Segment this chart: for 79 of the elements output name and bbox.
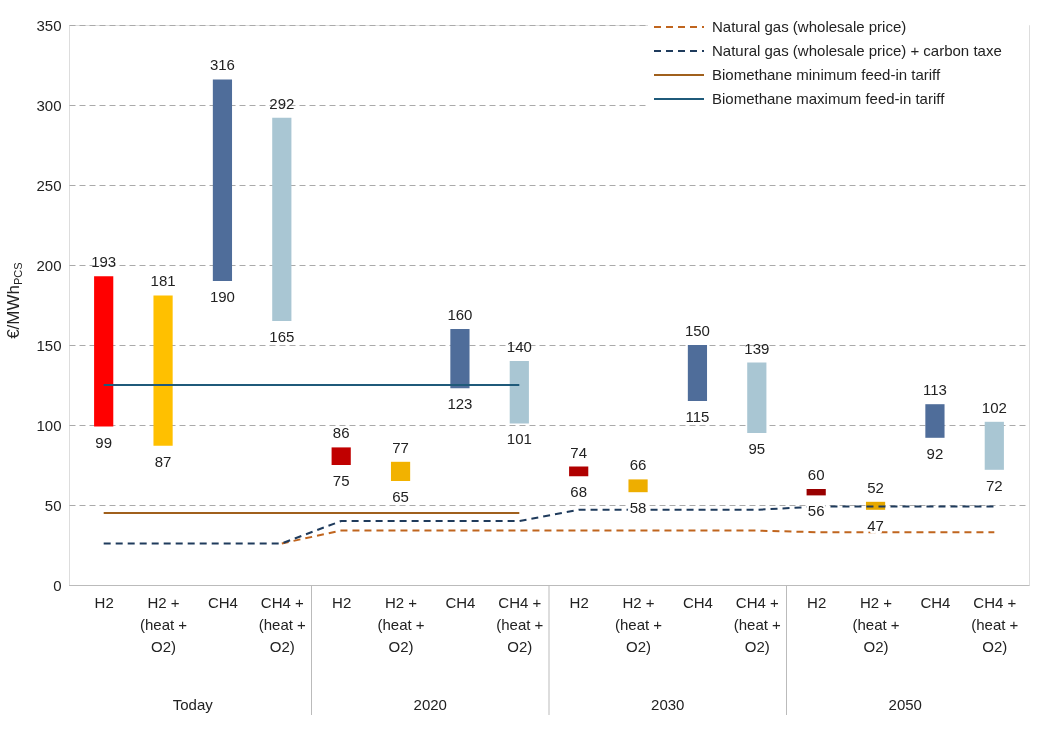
- y-tick-label: 350: [36, 16, 62, 34]
- x-tick-label: CH4 + (heat + O2): [496, 593, 544, 655]
- y-tick-label: 50: [44, 496, 62, 514]
- data-label: 139: [744, 339, 770, 357]
- x-tick-label: CH4: [682, 593, 713, 611]
- text: 2030: [651, 696, 685, 713]
- text: 2050: [888, 696, 922, 713]
- bar: [747, 362, 767, 433]
- y-tick-label: 150: [36, 336, 62, 354]
- data-label: 316: [209, 56, 235, 74]
- y-tick-label: 0: [53, 576, 62, 594]
- annotation: 75: [332, 472, 350, 489]
- annotation: 87: [154, 452, 172, 470]
- bar: [509, 361, 529, 424]
- annotation: 92: [926, 444, 944, 462]
- annotation: 65: [392, 488, 409, 505]
- x-tick-label: CH4: [445, 593, 476, 611]
- bar: [569, 466, 589, 477]
- x-tick-label: H2 + (heat + O2): [852, 593, 900, 655]
- data-label: 74: [570, 443, 588, 461]
- legend-label: Biomethane minimum feed-in tariff: [712, 66, 941, 83]
- data-label: 193: [91, 253, 117, 271]
- data-label: 113: [922, 381, 947, 399]
- bar: [687, 345, 708, 401]
- bar: [390, 461, 411, 481]
- bar: [450, 329, 470, 389]
- x-tick-label: H2: [332, 593, 352, 611]
- text: 2020: [413, 696, 447, 713]
- x-tick-label: CH4: [207, 593, 238, 611]
- bar: [272, 117, 292, 321]
- bar: [331, 447, 351, 465]
- bar: [984, 421, 1004, 470]
- data-label: 140: [506, 338, 532, 355]
- annotation: 99: [95, 433, 113, 451]
- annotation: 72: [985, 476, 1003, 494]
- data-label: 52: [867, 478, 884, 496]
- x-tick-label: CH4 + (heat + O2): [733, 593, 782, 655]
- annotation: 123: [447, 395, 473, 413]
- data-label: 60: [807, 466, 825, 483]
- annotation: 190: [209, 288, 235, 305]
- y-tick-label: 300: [36, 96, 62, 114]
- x-tick-label: H2: [94, 593, 114, 611]
- x-tick-label: CH4 + (heat + O2): [971, 593, 1019, 655]
- annotation: 95: [748, 440, 766, 457]
- x-tick-label: H2: [569, 593, 589, 611]
- annotation: 47: [867, 516, 884, 534]
- bar: [153, 295, 173, 446]
- x-tick-label: H2: [807, 593, 827, 611]
- annotation: 68: [570, 483, 588, 501]
- line-series: [102, 505, 996, 545]
- data-label: 292: [269, 94, 295, 112]
- data-label: 66: [629, 456, 647, 474]
- x-tick-label: CH4: [920, 593, 951, 611]
- annotation: 101: [506, 430, 532, 448]
- text: Today: [172, 696, 214, 713]
- y-axis-title: €/MWhPCS: [4, 262, 24, 339]
- data-label: 102: [981, 398, 1007, 416]
- data-label: 150: [684, 322, 710, 339]
- bar: [212, 79, 233, 281]
- bar: [94, 276, 114, 427]
- legend-label: Natural gas (wholesale price): [712, 18, 907, 35]
- y-tick-label: 200: [36, 256, 62, 274]
- data-label: 160: [447, 306, 473, 323]
- bar: [628, 479, 648, 493]
- y-tick-label: 250: [36, 176, 62, 194]
- bar: [806, 489, 826, 496]
- x-tick-label: H2 + (heat + O2): [140, 593, 188, 655]
- legend-label: Natural gas (wholesale price) + carbon taxe: [712, 42, 1002, 59]
- x-tick-label: H2 + (heat + O2): [377, 593, 425, 655]
- data-label: 77: [392, 438, 409, 456]
- bar: [925, 404, 945, 438]
- y-tick-label: 100: [36, 416, 62, 434]
- annotation: 115: [685, 408, 710, 425]
- x-tick-label: H2 + (heat + O2): [615, 593, 663, 655]
- data-label: 181: [150, 272, 176, 290]
- annotation: 165: [269, 328, 295, 345]
- data-label: 86: [332, 424, 350, 442]
- x-tick-label: CH4 + (heat + O2): [258, 593, 307, 655]
- legend-label: Biomethane maximum feed-in tariff: [712, 90, 946, 107]
